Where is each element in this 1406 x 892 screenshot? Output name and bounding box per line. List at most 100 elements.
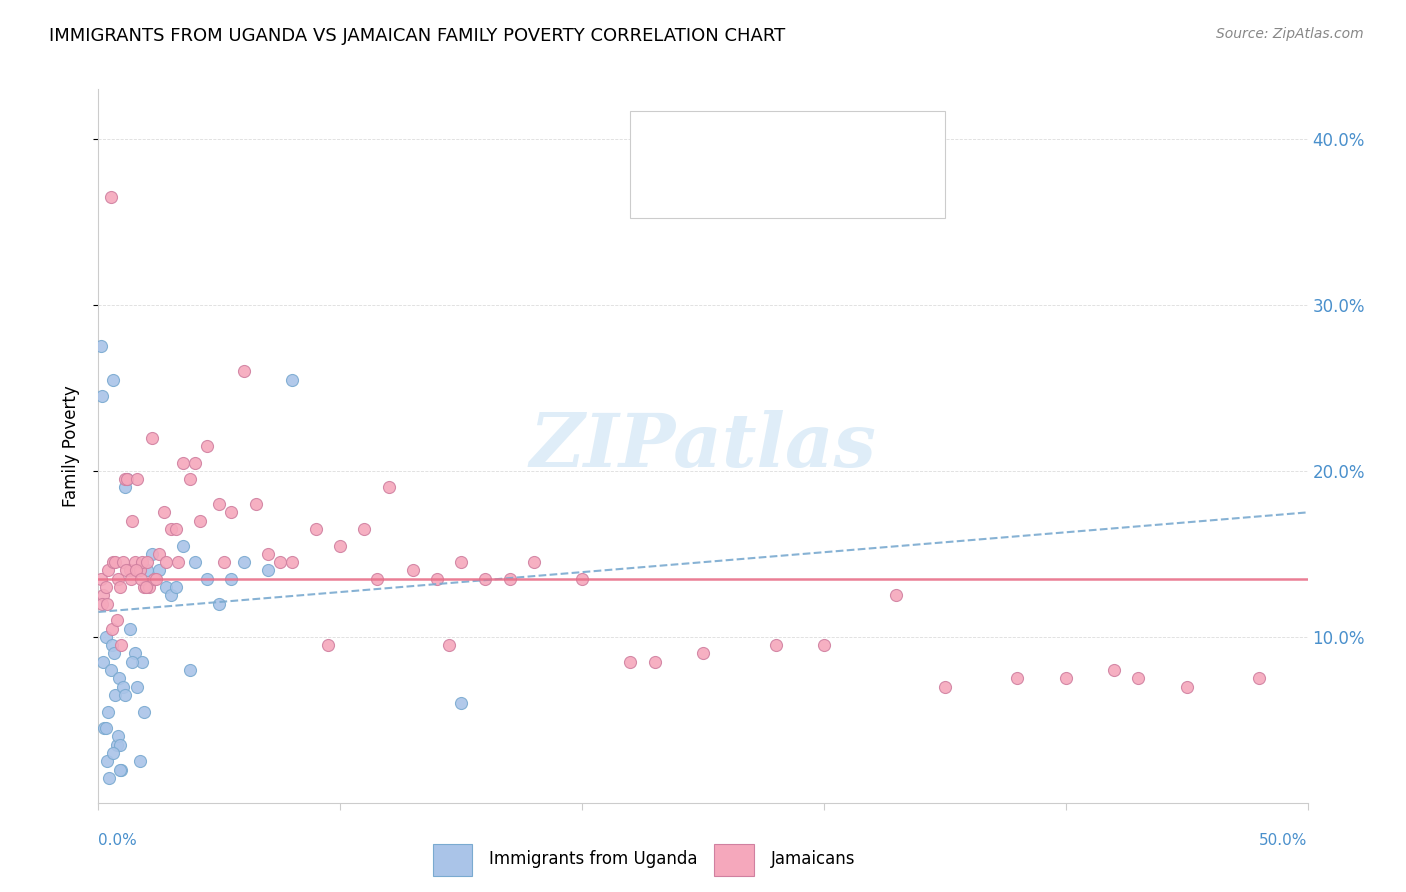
Point xyxy=(125,564,148,578)
Point xyxy=(1175,680,1198,694)
Point xyxy=(111,680,134,694)
Point xyxy=(353,522,375,536)
Point xyxy=(97,564,120,578)
Point xyxy=(94,630,117,644)
Point xyxy=(91,597,114,611)
Point xyxy=(165,580,187,594)
Bar xyxy=(647,171,688,202)
Point xyxy=(184,456,207,470)
Point xyxy=(127,472,149,486)
Point xyxy=(100,190,122,204)
Point xyxy=(195,439,218,453)
Point xyxy=(1249,671,1271,685)
Point xyxy=(108,763,131,777)
Point xyxy=(474,572,496,586)
Point xyxy=(94,721,117,735)
Point xyxy=(97,705,120,719)
Point xyxy=(128,754,150,768)
Point xyxy=(124,555,146,569)
Point xyxy=(135,555,157,569)
Point xyxy=(120,572,142,586)
Point xyxy=(402,564,425,578)
FancyBboxPatch shape xyxy=(630,111,945,218)
Point xyxy=(105,738,128,752)
Point xyxy=(281,555,304,569)
Point xyxy=(108,671,131,685)
Point xyxy=(155,555,177,569)
Point xyxy=(105,613,128,627)
Point xyxy=(1007,671,1029,685)
Point xyxy=(101,555,124,569)
Point xyxy=(141,431,163,445)
Point xyxy=(256,564,278,578)
Text: N =: N = xyxy=(820,178,856,195)
Point xyxy=(148,547,170,561)
Point xyxy=(104,688,127,702)
Point xyxy=(121,514,143,528)
Text: Immigrants from Uganda: Immigrants from Uganda xyxy=(489,849,697,868)
Point xyxy=(141,547,163,561)
Point xyxy=(886,588,908,602)
Point xyxy=(101,373,124,387)
Point xyxy=(813,638,835,652)
Point xyxy=(118,622,141,636)
Point xyxy=(108,580,131,594)
Point xyxy=(269,555,291,569)
Point xyxy=(110,763,132,777)
Bar xyxy=(433,844,472,876)
Point xyxy=(145,572,167,586)
Point xyxy=(208,497,231,511)
Point xyxy=(221,572,243,586)
Text: 48: 48 xyxy=(856,129,880,147)
Text: 0.006: 0.006 xyxy=(741,178,793,195)
Point xyxy=(129,572,152,586)
Point xyxy=(117,472,139,486)
Point xyxy=(1102,663,1125,677)
Point xyxy=(377,481,399,495)
Point xyxy=(101,746,124,760)
Point xyxy=(94,580,117,594)
Point xyxy=(135,564,157,578)
Point xyxy=(100,638,122,652)
Point xyxy=(98,771,121,785)
Point xyxy=(114,481,136,495)
Point xyxy=(134,580,156,594)
Text: ZIPatlas: ZIPatlas xyxy=(530,409,876,483)
Point xyxy=(160,522,183,536)
Point xyxy=(115,564,138,578)
Point xyxy=(232,364,254,378)
Point xyxy=(91,655,114,669)
Point xyxy=(188,514,211,528)
Point xyxy=(765,638,787,652)
Point xyxy=(172,539,194,553)
Point xyxy=(172,456,194,470)
Point xyxy=(107,572,129,586)
Text: IMMIGRANTS FROM UGANDA VS JAMAICAN FAMILY POVERTY CORRELATION CHART: IMMIGRANTS FROM UGANDA VS JAMAICAN FAMIL… xyxy=(49,27,786,45)
Point xyxy=(155,580,177,594)
Point xyxy=(135,580,157,594)
Point xyxy=(221,505,243,519)
Point xyxy=(138,580,160,594)
Point xyxy=(195,572,218,586)
Point xyxy=(143,572,166,586)
Bar xyxy=(714,844,754,876)
Point xyxy=(118,564,141,578)
Point xyxy=(179,663,201,677)
Text: 0.046: 0.046 xyxy=(741,129,793,147)
Point xyxy=(245,497,267,511)
Point xyxy=(124,647,146,661)
Point xyxy=(305,522,328,536)
Point xyxy=(96,754,118,768)
Text: 50.0%: 50.0% xyxy=(1260,833,1308,848)
Point xyxy=(571,572,593,586)
Point xyxy=(104,555,127,569)
Point xyxy=(128,564,150,578)
Point xyxy=(523,555,546,569)
Point xyxy=(148,564,170,578)
Text: Source: ZipAtlas.com: Source: ZipAtlas.com xyxy=(1216,27,1364,41)
Point xyxy=(152,505,174,519)
Point xyxy=(117,472,139,486)
Point xyxy=(934,680,956,694)
Text: R =: R = xyxy=(700,178,735,195)
Point xyxy=(179,472,201,486)
